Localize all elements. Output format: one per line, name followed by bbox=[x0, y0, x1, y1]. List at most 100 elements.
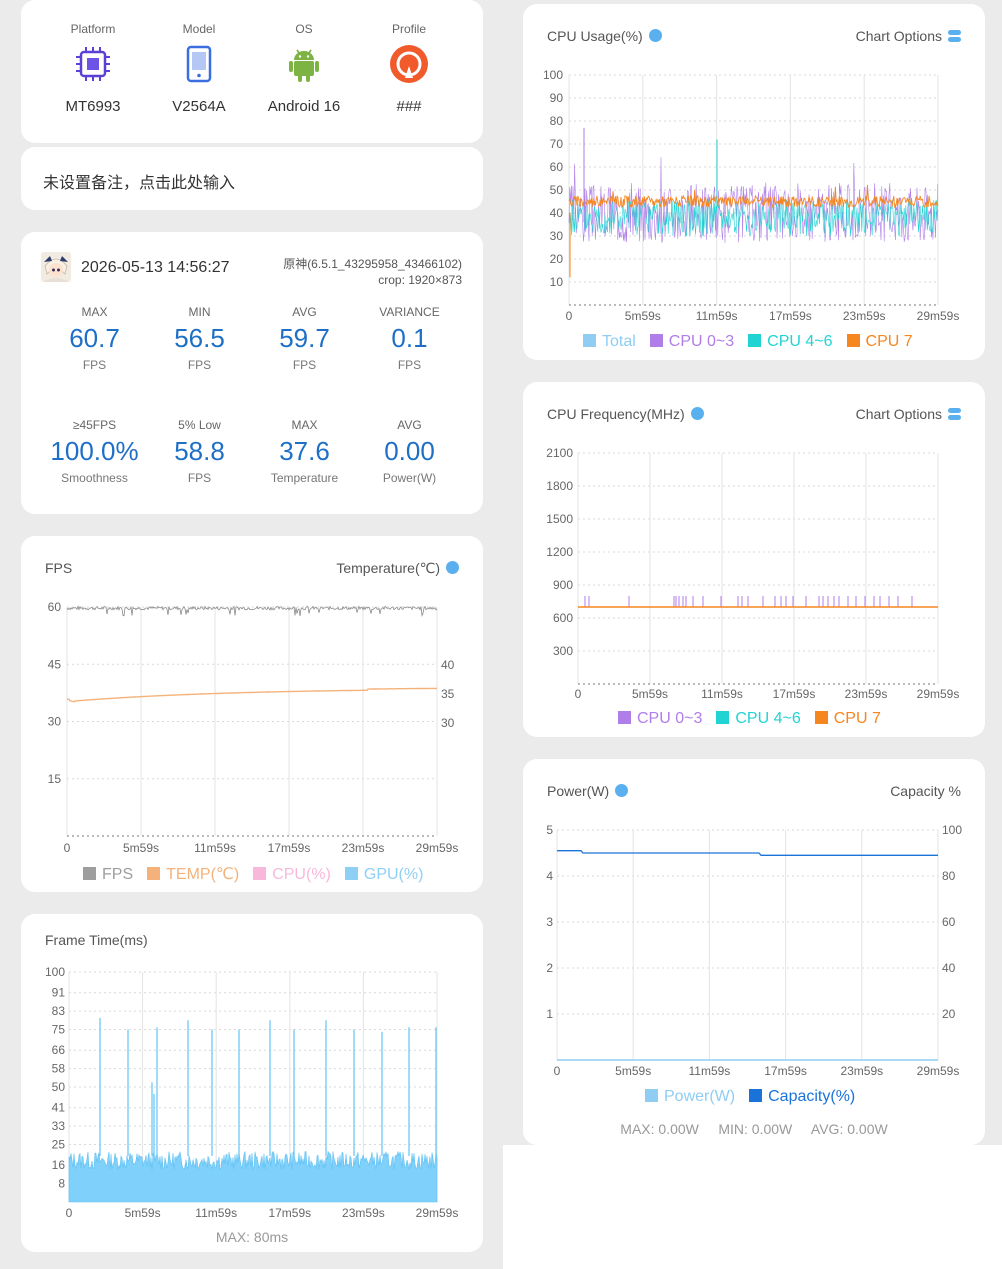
stat-value: 0.1 bbox=[391, 323, 428, 353]
x-tick-label: 0 bbox=[64, 841, 71, 855]
profile-value: ### bbox=[396, 98, 422, 115]
legend-label: CPU 7 bbox=[833, 710, 881, 727]
power-title-text: Power(W) bbox=[547, 783, 610, 799]
menu-icon[interactable] bbox=[948, 30, 961, 42]
legend-item[interactable]: CPU 4~6 bbox=[748, 333, 833, 350]
os-item: OS Android 16 bbox=[254, 22, 354, 115]
x-tick-label: 23m59s bbox=[342, 841, 385, 855]
legend-item[interactable]: TEMP(℃) bbox=[147, 866, 239, 883]
fps-chart-card: FPS Temperature(℃) 60 45 30 15 40 35 30 0 5m59s 1… bbox=[21, 536, 483, 892]
stat-label: AVG bbox=[292, 305, 317, 319]
game-avatar bbox=[41, 252, 71, 282]
y-right-tick-label: 80 bbox=[942, 869, 956, 883]
chart-options-label[interactable]: Chart Options bbox=[855, 28, 942, 44]
chart-options-label[interactable]: Chart Options bbox=[855, 406, 942, 422]
stat-smoothness: ≥45FPS 100.0% Smoothness bbox=[42, 418, 147, 485]
legend-label: CPU(%) bbox=[272, 866, 331, 883]
y-tick-label: 300 bbox=[553, 644, 573, 658]
legend-label: CPU 0~3 bbox=[637, 710, 703, 727]
x-tick-label: 5m59s bbox=[125, 1206, 161, 1220]
power-min: MIN: 0.00W bbox=[718, 1121, 793, 1137]
y-tick-label: 1800 bbox=[546, 479, 573, 493]
swap-icon[interactable] bbox=[446, 561, 459, 574]
legend-item[interactable]: CPU(%) bbox=[253, 866, 331, 883]
pie-chart-icon[interactable] bbox=[648, 29, 662, 42]
stat-5pct-low: 5% Low 58.8 FPS bbox=[147, 418, 252, 485]
session-stats-card: 2026-05-13 14:56:27 原神(6.5.1_43295958_43… bbox=[21, 232, 483, 514]
legend-item[interactable]: CPU 0~3 bbox=[649, 333, 734, 350]
legend-item[interactable]: Power(W) bbox=[645, 1088, 735, 1105]
stat-value: 100.0% bbox=[50, 436, 139, 466]
legend-item[interactable]: GPU(%) bbox=[344, 866, 423, 883]
note-input[interactable]: 未设置备注，点击此处输入 bbox=[43, 175, 236, 192]
y-tick-label: 75 bbox=[52, 1023, 66, 1037]
legend-item[interactable]: Total bbox=[583, 333, 636, 350]
phone-icon bbox=[186, 45, 212, 83]
power-card: Power(W) Capacity % 5 4 3 2 1 100 80 60 40 20 0 5m5… bbox=[523, 759, 985, 1145]
power-legend: Power(W) Capacity(%) bbox=[645, 1088, 869, 1106]
y-right-tick-label: 30 bbox=[441, 716, 455, 730]
x-tick-label: 5m59s bbox=[632, 687, 668, 701]
y-tick-label: 33 bbox=[52, 1119, 66, 1133]
y-tick-label: 80 bbox=[550, 114, 564, 128]
legend-item[interactable]: CPU 0~3 bbox=[618, 710, 702, 727]
y-tick-label: 66 bbox=[52, 1043, 66, 1057]
x-tick-label: 5m59s bbox=[123, 841, 159, 855]
y-tick-label: 100 bbox=[45, 965, 65, 979]
legend-item[interactable]: FPS bbox=[83, 866, 133, 883]
stat-variance: VARIANCE 0.1 FPS bbox=[357, 305, 462, 372]
stat-value: 0.00 bbox=[384, 436, 435, 466]
cpu-frequency-options[interactable]: Chart Options bbox=[856, 406, 961, 422]
legend-label: CPU 4~6 bbox=[735, 710, 801, 727]
x-tick-label: 23m59s bbox=[840, 1064, 883, 1078]
x-tick-label: 17m59s bbox=[764, 1064, 807, 1078]
cpu-0-3-series-line bbox=[568, 157, 939, 243]
y-tick-label: 25 bbox=[52, 1138, 66, 1152]
profile-icon bbox=[390, 45, 428, 83]
legend-item[interactable]: CPU 4~6 bbox=[716, 710, 801, 727]
y-right-tick-label: 40 bbox=[441, 658, 455, 672]
x-tick-label: 0 bbox=[554, 1064, 561, 1078]
y-tick-label: 20 bbox=[550, 252, 564, 266]
note-card[interactable]: 未设置备注，点击此处输入 bbox=[21, 147, 483, 210]
legend-item[interactable]: CPU 7 bbox=[846, 333, 913, 350]
power-avg: AVG: 0.00W bbox=[810, 1121, 888, 1137]
profile-label: Profile bbox=[391, 22, 426, 36]
device-info-card: Platform MT6993 Model V2564A OS bbox=[21, 0, 483, 143]
legend-label: Power(W) bbox=[664, 1088, 736, 1105]
menu-icon[interactable] bbox=[948, 408, 961, 420]
legend-label: FPS bbox=[102, 866, 134, 883]
legend-swatch bbox=[645, 1089, 658, 1102]
x-tick-label: 23m59s bbox=[342, 1206, 385, 1220]
x-tick-label: 11m59s bbox=[195, 1206, 237, 1220]
y-tick-label: 600 bbox=[553, 611, 573, 625]
x-tick-label: 29m59s bbox=[917, 687, 960, 701]
legend-swatch bbox=[846, 334, 860, 347]
stat-min-fps: MIN 56.5 FPS bbox=[147, 305, 252, 372]
stat-value: 60.7 bbox=[69, 323, 120, 353]
stat-max-temperature: MAX 37.6 Temperature bbox=[252, 418, 357, 485]
model-item: Model V2564A bbox=[149, 22, 249, 115]
power-footer: MAX: 0.00W MIN: 0.00W AVG: 0.00W bbox=[523, 1121, 985, 1137]
stat-unit: FPS bbox=[397, 358, 422, 372]
stat-label: 5% Low bbox=[178, 418, 221, 432]
pie-chart-icon[interactable] bbox=[690, 407, 704, 420]
stat-unit: Smoothness bbox=[61, 471, 128, 485]
legend-swatch bbox=[618, 711, 631, 724]
x-tick-label: 5m59s bbox=[615, 1064, 651, 1078]
stat-unit: FPS bbox=[187, 471, 212, 485]
legend-item[interactable]: Capacity(%) bbox=[749, 1088, 855, 1105]
legend-item[interactable]: CPU 7 bbox=[814, 710, 881, 727]
legend-swatch bbox=[649, 334, 663, 347]
fps-chart-title-right[interactable]: Temperature(℃) bbox=[336, 560, 459, 577]
capacity-series-line bbox=[557, 850, 938, 856]
y-tick-label: 16 bbox=[52, 1158, 66, 1172]
x-tick-label: 11m59s bbox=[194, 841, 236, 855]
cpu-chip-icon bbox=[76, 47, 110, 81]
cpu-usage-options[interactable]: Chart Options bbox=[856, 28, 961, 44]
stat-label: VARIANCE bbox=[379, 305, 440, 319]
y-right-tick-label: 100 bbox=[942, 823, 962, 837]
swap-icon[interactable] bbox=[615, 784, 629, 797]
fps-series-line bbox=[66, 605, 438, 618]
legend-swatch bbox=[749, 1089, 763, 1102]
